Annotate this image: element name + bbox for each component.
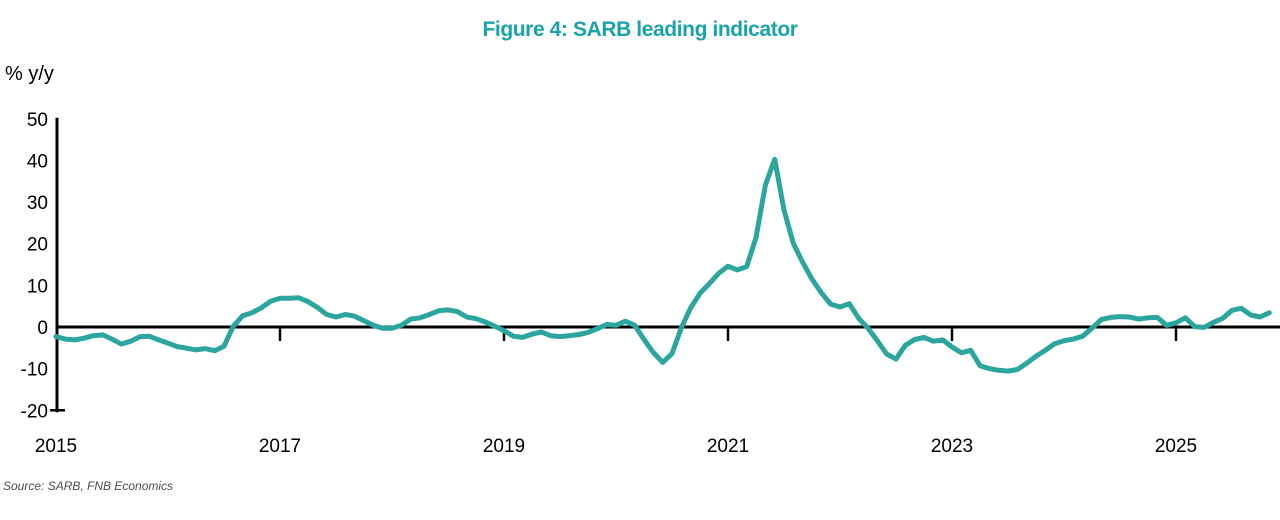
indicator-line: [53, 156, 1272, 374]
y-tick-label: 50: [27, 110, 48, 131]
y-tick-label: 20: [27, 235, 48, 256]
chart-title: Figure 4: SARB leading indicator: [482, 18, 798, 41]
source-note: Source: SARB, FNB Economics: [3, 479, 174, 493]
x-tick-label: 2025: [1155, 436, 1197, 457]
y-tick-label: 10: [27, 276, 48, 297]
y-tick-label: -10: [21, 360, 48, 381]
y-tick-label: 40: [27, 151, 48, 172]
y-tick-label: 0: [37, 318, 48, 339]
x-tick-label: 2019: [483, 436, 525, 457]
y-tick-label: 30: [27, 193, 48, 214]
y-axis-unit-label: % y/y: [5, 63, 54, 85]
x-tick-label: 2023: [931, 436, 973, 457]
x-tick-label: 2017: [259, 436, 301, 457]
y-tick-label: -20: [21, 401, 48, 422]
x-tick-label: 2021: [707, 436, 749, 457]
x-tick-label: 2015: [35, 436, 77, 457]
